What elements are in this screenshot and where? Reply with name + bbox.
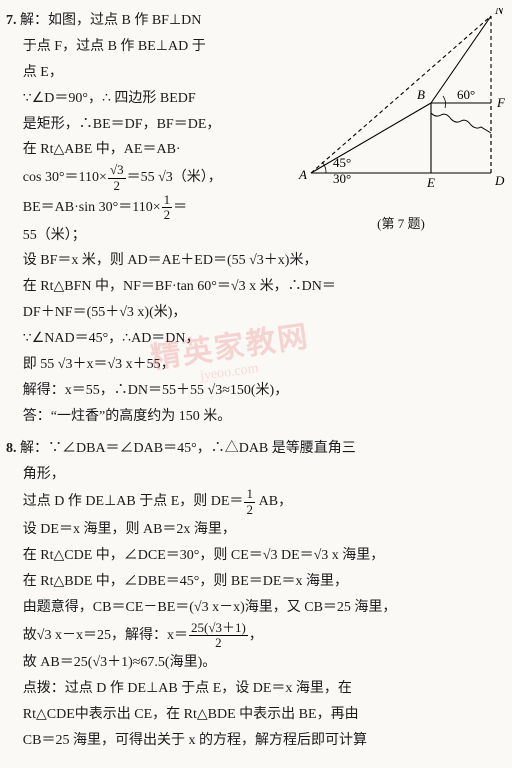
svg-text:E: E xyxy=(426,175,435,188)
geometry-diagram: A E D B F N 45°30° 60° xyxy=(296,8,506,188)
diagram-caption: (第 7 题) xyxy=(296,212,506,236)
solution-line: 8. 解：∵∠DBA＝∠DAB＝45°，∴△DAB 是等腰直角三 xyxy=(6,436,506,462)
solution-line: 答：“一炷香”的高度约为 150 米。 xyxy=(6,404,506,430)
svg-text:A: A xyxy=(298,167,307,182)
solution-line: 故√3 x－x＝25，解得：x＝25(√3＋1)2， xyxy=(6,621,506,651)
svg-text:F: F xyxy=(496,95,506,110)
solution-line: 由题意得，CB＝CE－BE＝(√3 x－x)海里，又 CB＝25 海里， xyxy=(6,595,506,621)
solution-line: 点拨：过点 D 作 DE⊥AB 于点 E，设 DE＝x 海里，在 xyxy=(6,676,506,702)
svg-text:N: N xyxy=(494,8,505,17)
solution-line: 设 BF＝x 米，则 AD＝AE＋ED＝(55 √3＋x)米， xyxy=(6,248,506,274)
svg-text:45°: 45° xyxy=(333,155,351,170)
solution-line: DF＋NF＝(55＋√3 x)(米)， xyxy=(6,300,506,326)
solution-line: 即 55 √3＋x＝√3 x＋55， xyxy=(6,352,506,378)
svg-text:60°: 60° xyxy=(457,87,475,102)
solution-line: 在 Rt△CDE 中，∠DCE＝30°，则 CE＝√3 DE＝√3 x 海里， xyxy=(6,543,506,569)
solution-line: CB＝25 海里，可得出关于 x 的方程，解方程后即可计算 xyxy=(6,728,506,754)
problem-7-diagram: AEDBFN45°30°60°(第 7 题) xyxy=(296,8,506,218)
svg-text:D: D xyxy=(494,173,505,188)
problem-number: 7. xyxy=(6,13,17,28)
problem-number: 8. xyxy=(6,441,17,456)
solution-line: 设 DE＝x 海里，则 AB＝2x 海里， xyxy=(6,517,506,543)
solution-line: 在 Rt△BDE 中，∠DBE＝45°，则 BE＝DE＝x 海里， xyxy=(6,569,506,595)
solution-line: ∵∠NAD＝45°，∴AD＝DN， xyxy=(6,326,506,352)
svg-text:30°: 30° xyxy=(333,171,351,186)
solution-line: 过点 D 作 DE⊥AB 于点 E，则 DE＝12 AB， xyxy=(6,487,506,517)
solution-line: Rt△CDE中表示出 CE，在 Rt△BDE 中表示出 BE，再由 xyxy=(6,702,506,728)
problem-8: 8. 解：∵∠DBA＝∠DAB＝45°，∴△DAB 是等腰直角三角形，过点 D … xyxy=(6,436,506,754)
solution-line: 角形， xyxy=(6,462,506,488)
solution-line: 故 AB＝25(√3＋1)≈67.5(海里)。 xyxy=(6,650,506,676)
solution-line: 在 Rt△BFN 中，NF＝BF·tan 60°＝√3 x 米，∴DN＝ xyxy=(6,274,506,300)
svg-text:B: B xyxy=(417,87,425,102)
solution-line: 解得：x＝55，∴DN＝55＋55 √3≈150(米)， xyxy=(6,378,506,404)
problem-7: AEDBFN45°30°60°(第 7 题)7. 解：如图，过点 B 作 BF⊥… xyxy=(6,8,506,430)
